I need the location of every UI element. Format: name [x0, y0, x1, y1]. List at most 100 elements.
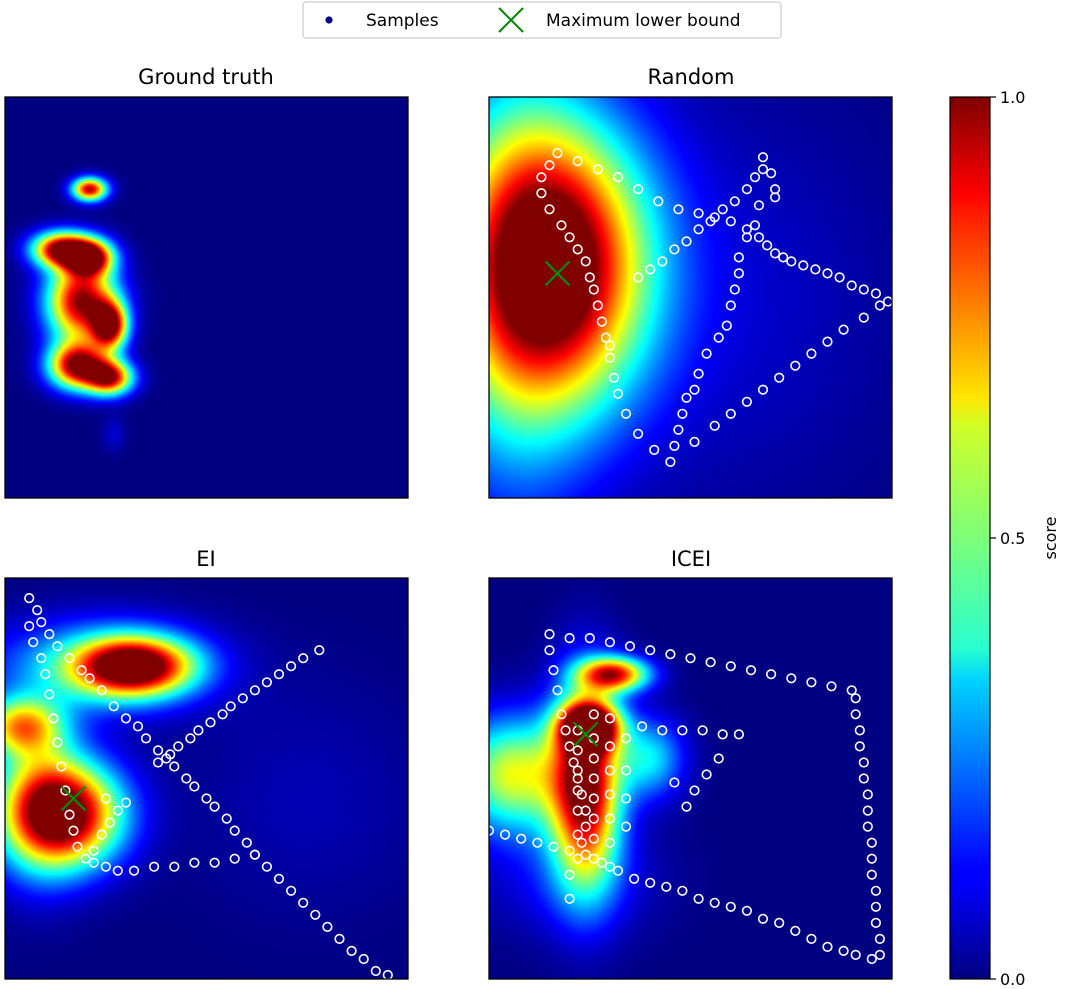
sample-point [741, 184, 753, 195]
panel-random: Random [488, 65, 894, 499]
sample-point [733, 268, 745, 279]
sample-point [201, 793, 212, 804]
sample-point [44, 689, 55, 700]
sample-point [604, 352, 616, 363]
sample-point [874, 300, 886, 311]
sample-point [322, 921, 333, 933]
sample-point [120, 713, 131, 724]
heatmap-image [489, 97, 892, 498]
sample-point [774, 917, 785, 929]
sample-point [725, 901, 736, 912]
sample-point [681, 236, 692, 247]
max-lower-bound-marker [544, 260, 571, 287]
sample-point [229, 853, 240, 864]
sample-point [588, 773, 599, 784]
legend-max-marker [498, 7, 524, 33]
sample-point [604, 765, 616, 776]
sample-point [689, 436, 700, 448]
sample-point [733, 252, 745, 263]
panel-icei: ICEI [483, 547, 893, 980]
sample-point [588, 284, 599, 295]
sample-point [850, 693, 861, 704]
sample-point [624, 641, 636, 652]
sample-point [249, 685, 260, 696]
sample-point [757, 152, 769, 163]
sample-point [592, 164, 603, 175]
sample-point [500, 829, 511, 840]
sample-point [100, 861, 111, 872]
sample-point [72, 841, 83, 852]
panel-frame [488, 96, 893, 499]
sample-point [620, 733, 632, 744]
sample-point [225, 701, 236, 712]
sample-point [757, 164, 769, 175]
sample-point [870, 288, 882, 299]
sample-point [604, 861, 616, 872]
sample-point [608, 372, 620, 383]
sample-point [620, 821, 632, 832]
sample-point [669, 244, 680, 255]
sample-point [209, 801, 220, 812]
sample-point [544, 645, 555, 656]
sample-point [60, 785, 71, 796]
sample-point [725, 661, 736, 672]
sample-point [806, 933, 817, 945]
sample-point [572, 244, 583, 255]
sample-point [874, 933, 886, 945]
sample-point [169, 761, 180, 772]
sample-point [580, 256, 591, 267]
sample-point [778, 252, 789, 263]
panel-title: ICEI [671, 547, 711, 571]
sample-point [790, 925, 801, 937]
sample-point [600, 332, 612, 343]
sample-point [96, 829, 107, 840]
sample-point [665, 456, 676, 468]
sample-point [596, 857, 607, 868]
sample-point [588, 853, 599, 864]
colorbar-gradient [949, 96, 991, 980]
sample-point [193, 725, 204, 736]
sample-point [556, 709, 567, 720]
colorbar-tick-label: 0.0 [1000, 970, 1025, 989]
sample-point [693, 368, 704, 379]
sample-point [858, 757, 869, 768]
sample-point [850, 709, 861, 720]
sample-point [261, 861, 273, 872]
heatmap-image [5, 578, 408, 979]
sample-point [544, 628, 555, 640]
sample-point [588, 793, 599, 804]
sample-point [774, 372, 785, 383]
panel-ei: EI [4, 547, 409, 981]
sample-point [334, 933, 345, 945]
sample-point [753, 232, 765, 243]
sample-point [786, 256, 797, 267]
sample-point [677, 725, 688, 736]
sample-point [241, 837, 252, 848]
sample-point [769, 248, 781, 259]
colorbar-label: score [1041, 517, 1060, 560]
sample-point [564, 232, 575, 243]
sample-point [866, 853, 877, 864]
sample-point [548, 665, 559, 676]
sample-point [745, 665, 757, 676]
sample-point [846, 280, 857, 291]
panel-title: Ground truth [138, 65, 274, 89]
sample-point [721, 320, 732, 331]
sample-point [757, 384, 769, 395]
sample-point [645, 877, 656, 888]
sample-point [862, 805, 873, 816]
sample-point [733, 729, 745, 740]
sample-point [822, 268, 833, 279]
max-lower-bound-layer [544, 260, 571, 287]
sample-point [810, 264, 821, 275]
max-lower-bound-marker [60, 785, 87, 812]
sample-point [673, 204, 684, 215]
sample-point [36, 653, 47, 664]
sample-point [552, 148, 563, 159]
sample-point [112, 805, 123, 816]
sample-point [580, 849, 591, 860]
sample-point [870, 885, 882, 896]
sample-point [834, 272, 845, 283]
sample-point [572, 745, 583, 756]
sample-point [132, 721, 144, 732]
